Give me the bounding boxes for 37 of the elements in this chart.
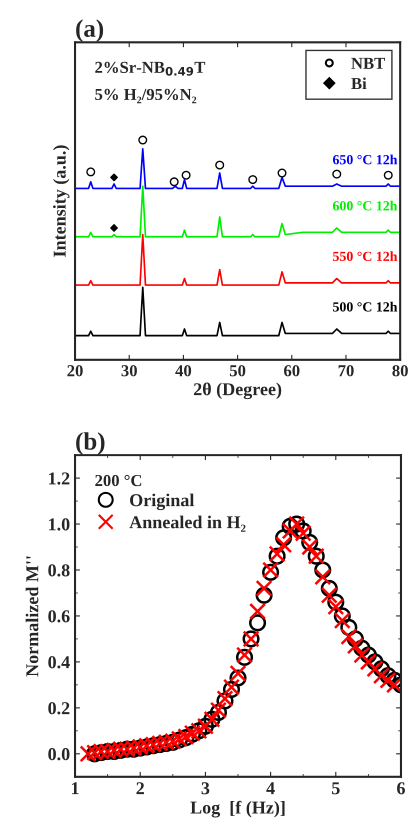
y-tick-label: 0.8 xyxy=(48,564,70,577)
x-tick-label: 50 xyxy=(230,365,246,376)
x-tick-label: 4 xyxy=(266,782,275,794)
x-tick-label: 80 xyxy=(392,365,408,376)
x-axis-title: Log [f (Hz)] xyxy=(190,800,285,818)
series-label: 500 °C 12h xyxy=(333,302,398,312)
y-tick-label: 0.4 xyxy=(48,656,70,668)
x-tick-label: 30 xyxy=(122,365,137,376)
legend-label: Bi xyxy=(351,77,366,90)
series-label: 550 °C 12h xyxy=(333,251,398,262)
y-tick-label: 1.2 xyxy=(49,472,70,485)
text: 5% H₂/95%N₂ xyxy=(95,88,196,104)
legend-label: NBT xyxy=(351,58,385,69)
series-label: 650 °C 12h xyxy=(332,154,398,164)
legend-label: Original xyxy=(130,494,194,510)
y-tick-label: 0.2 xyxy=(48,702,70,714)
y-axis-title: Normalized M'' xyxy=(26,556,38,677)
legend-label: Annealed in H₂ xyxy=(129,516,246,532)
annotation: 200 °C xyxy=(95,474,142,486)
x-tick-label: 2 xyxy=(136,782,144,794)
y-axis-title: Intensity (a.u.) xyxy=(53,145,70,257)
x-axis-title: 2θ (Degree) xyxy=(194,382,282,400)
text: 2%Sr-NB$_{0.49}$T xyxy=(95,62,206,76)
x-tick-label: 6 xyxy=(397,782,405,794)
y-tick-label: 1.0 xyxy=(49,518,70,531)
x-tick-label: 60 xyxy=(284,365,300,376)
chart-title: (a) xyxy=(76,19,104,42)
y-tick-label: 0.6 xyxy=(48,610,70,622)
series-label: 600 °C 12h xyxy=(332,200,398,211)
chart-title: (b) xyxy=(76,432,104,455)
y-tick-label: 0.0 xyxy=(48,748,70,760)
x-tick-label: 1 xyxy=(72,782,79,794)
x-tick-label: 40 xyxy=(175,365,192,376)
x-tick-label: 70 xyxy=(338,365,354,376)
x-tick-label: 3 xyxy=(202,782,210,794)
x-tick-label: 5 xyxy=(332,782,340,794)
x-tick-label: 20 xyxy=(67,365,83,376)
